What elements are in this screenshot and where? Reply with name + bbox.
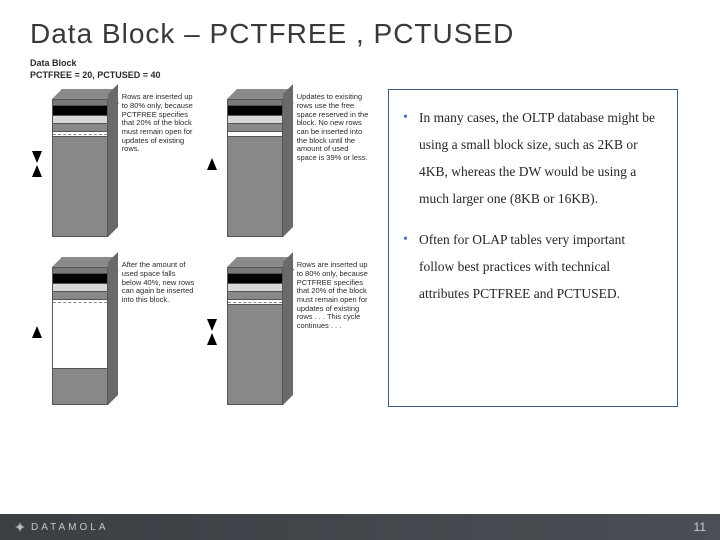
block-cell-1: 1 Rows are inserted up to 80% only, beca… — [30, 89, 195, 239]
data-block-1 — [46, 89, 108, 237]
arrow-up-icon — [32, 326, 42, 338]
data-block-2 — [221, 89, 283, 237]
block-caption-2: Updates to exisiting rows use the free s… — [297, 93, 370, 162]
arrow-up-icon — [207, 158, 217, 170]
slide-title: Data Block – PCTFREE , PCTUSED — [30, 18, 690, 50]
subtitle-line1: Data Block — [30, 58, 690, 70]
arrows-1 — [30, 89, 44, 239]
page-number: 11 — [694, 520, 706, 534]
bullet-item: In many cases, the OLTP database might b… — [403, 104, 659, 212]
arrow-down-icon — [207, 319, 217, 331]
arrows-3 — [30, 257, 44, 407]
arrow-down-icon — [32, 151, 42, 163]
bullet-list: In many cases, the OLTP database might b… — [403, 104, 659, 307]
block-cell-4: 4 Rows are inserted up to 80% only, beca… — [205, 257, 370, 407]
block-caption-4: Rows are inserted up to 80% only, becaus… — [297, 261, 370, 330]
logo-icon — [14, 521, 26, 533]
data-block-3 — [46, 257, 108, 405]
brand-logo: DATAMOLA — [14, 521, 109, 533]
block-cell-2: 2 Updates to exisiting rows use the free… — [205, 89, 370, 239]
footer-bar: DATAMOLA 11 — [0, 514, 720, 540]
arrows-2 — [205, 89, 219, 239]
text-box: In many cases, the OLTP database might b… — [388, 89, 678, 407]
block-cell-3: 3 After the amount of used space falls b… — [30, 257, 195, 407]
data-block-4 — [221, 257, 283, 405]
bullet-item: Often for OLAP tables very important fol… — [403, 226, 659, 307]
arrows-4 — [205, 257, 219, 407]
arrow-up-icon — [32, 165, 42, 177]
slide-subtitle: Data Block PCTFREE = 20, PCTUSED = 40 — [30, 58, 690, 81]
arrow-up-icon — [207, 333, 217, 345]
diagram-grid: 1 Rows are inserted up to 80% only, beca… — [30, 89, 370, 407]
block-caption-1: Rows are inserted up to 80% only, becaus… — [122, 93, 195, 153]
block-caption-3: After the amount of used space falls bel… — [122, 261, 195, 304]
brand-text: DATAMOLA — [31, 522, 109, 533]
subtitle-line2: PCTFREE = 20, PCTUSED = 40 — [30, 70, 690, 82]
